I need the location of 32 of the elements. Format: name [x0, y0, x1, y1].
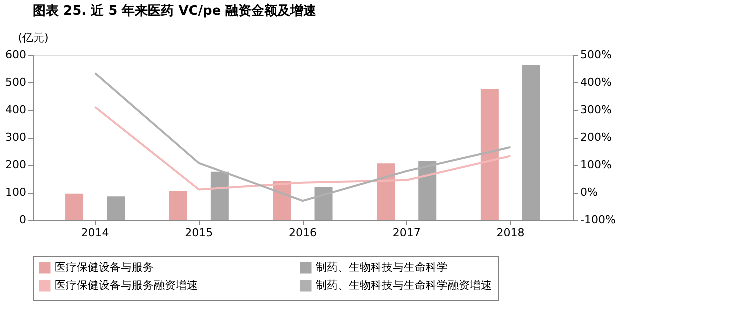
x-tick-label: 2015: [185, 226, 214, 240]
x-tick-label: 2016: [289, 226, 317, 240]
legend-label: 制药、生物科技与生命科学融资增速: [316, 279, 492, 292]
bar: [480, 89, 499, 220]
legend-label: 医疗保健设备与服务融资增速: [55, 279, 198, 292]
y2-tick-label: 200%: [580, 131, 612, 144]
bar: [107, 196, 126, 220]
y-axis-title: (亿元): [18, 32, 49, 44]
legend-label: 制药、生物科技与生命科学: [316, 261, 448, 274]
x-tick-label: 2018: [496, 226, 525, 240]
bar: [66, 194, 84, 220]
y-tick-label: 400: [6, 104, 26, 116]
y-tick-label: 500: [6, 76, 26, 89]
y2-tick-label: 500%: [580, 48, 612, 62]
y-tick-label: 200: [6, 158, 26, 172]
bar: [169, 191, 188, 220]
legend-label: 医疗保健设备与服务: [55, 261, 154, 274]
y-tick-label: 600: [6, 48, 26, 62]
y2-tick-label: 300%: [580, 104, 612, 116]
y-tick-label: 100: [6, 186, 26, 199]
y-tick-label: 300: [6, 131, 26, 144]
line-series: [94, 106, 512, 191]
x-tick-label: 2014: [81, 226, 110, 240]
chart-title: 图表 25. 近 5 年来医药 VC/pe 融资金额及增速: [33, 3, 318, 19]
y-tick-label: 0: [20, 214, 26, 226]
x-tick-label: 2017: [392, 226, 421, 240]
y2-tick-label: 400%: [580, 76, 612, 89]
y2-tick-label: 0%: [580, 186, 598, 199]
y2-tick-label: 100%: [580, 158, 612, 172]
bar: [377, 164, 396, 220]
y2-tick-label: -100%: [580, 214, 616, 226]
bar: [522, 65, 540, 220]
